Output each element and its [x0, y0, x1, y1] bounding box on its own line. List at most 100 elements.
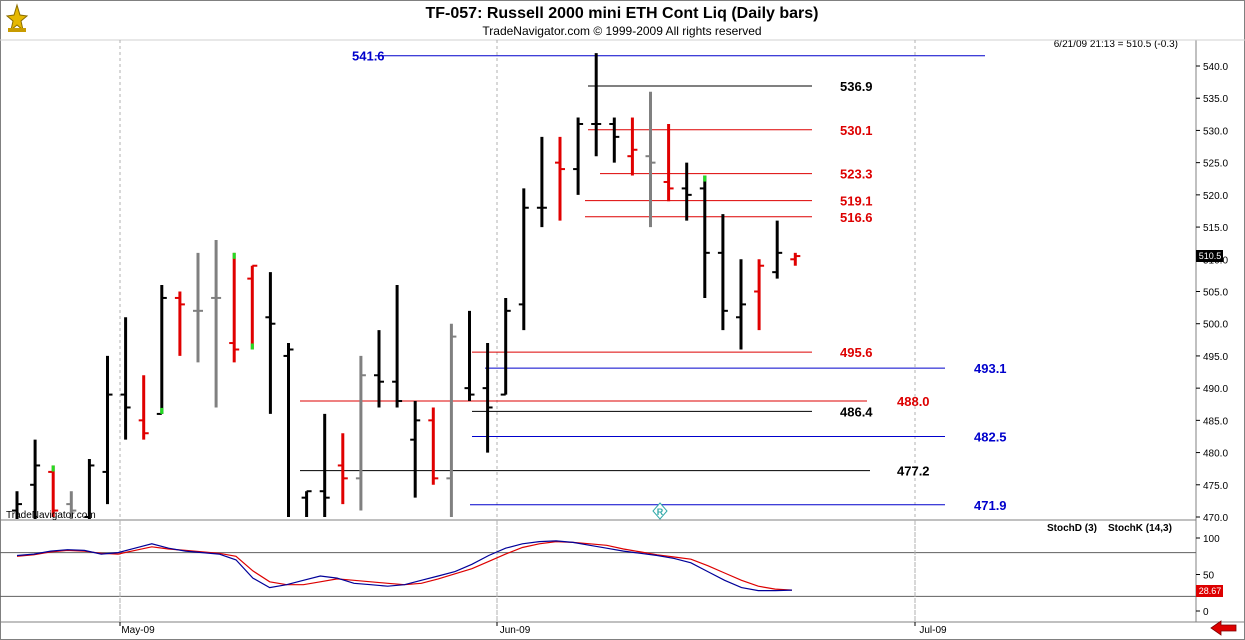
ohlc-bar [374, 330, 384, 408]
price-level-label: 541.6 [352, 49, 385, 64]
ohlc-bar [428, 407, 439, 485]
stochk-line [16, 540, 793, 592]
ohlc-bar [555, 136, 565, 221]
price-tick-label: 485.0 [1203, 416, 1228, 427]
ohlc-bar [319, 413, 330, 517]
ohlc-bar [265, 272, 276, 414]
price-grid [119, 40, 916, 622]
date-axis: May-09 Jun-09 Jul-09 [119, 622, 947, 636]
price-axis: 470.0 475.0 480.0 485.0 490.0 495.0 500.0 505.0… [1196, 62, 1228, 524]
reversal-marker-icon[interactable]: R [652, 502, 668, 520]
trade-navigator-logo [3, 3, 31, 33]
ohlc-bar [392, 285, 403, 408]
stoch-tick-label: 50 [1203, 571, 1215, 582]
ohlc-bar [138, 375, 149, 440]
ohlc-bar [699, 175, 710, 298]
price-tick-label: 535.0 [1203, 94, 1228, 105]
ohlc-bar [518, 188, 529, 331]
ohlc-bar [229, 252, 240, 363]
ohlc-bar [573, 117, 584, 195]
ohlc-bar [717, 214, 728, 331]
last-quote: 6/21/09 21:13 = 510.5 (-0.3) [1054, 39, 1178, 50]
stoch-tick-label: 100 [1203, 534, 1220, 545]
price-tick-label: 505.0 [1203, 288, 1228, 299]
ohlc-bar [283, 343, 294, 517]
price-tick-label: 520.0 [1203, 191, 1228, 202]
ohlc-bar [48, 465, 59, 517]
ohlc-bar [247, 264, 258, 350]
stochastic-panel: 0 50 100 [0, 522, 1220, 622]
date-tick-label: Jun-09 [500, 625, 531, 636]
price-level-label: 536.9 [840, 79, 873, 94]
price-tick-label: 480.0 [1203, 449, 1228, 460]
ohlc-bar [156, 285, 167, 415]
ohlc-bar [174, 291, 185, 356]
price-level-label: 516.6 [840, 210, 873, 225]
ohlc-bar [355, 355, 366, 511]
legend-stochk: StochK (14,3) [1108, 523, 1172, 534]
price-tick-label: 525.0 [1203, 159, 1228, 170]
price-level-label: 471.9 [974, 498, 1007, 513]
panel-borders [0, 39, 1245, 623]
ohlc-bar [193, 252, 203, 363]
ohlc-bar [500, 297, 511, 396]
ohlc-bar [301, 490, 312, 517]
price-tick-label: 500.0 [1203, 320, 1228, 331]
price-bars [12, 53, 801, 519]
stoch-tick-label: 0 [1203, 607, 1209, 618]
ohlc-bar [12, 491, 22, 519]
ohlc-bar [66, 491, 77, 519]
legend-stochd: StochD (3) [1047, 523, 1097, 534]
stoch-value-tag: 28.67 [1196, 585, 1223, 597]
price-level-label: 486.4 [840, 404, 873, 419]
ohlc-bar [609, 117, 620, 163]
ohlc-bar [536, 136, 547, 228]
price-level-label: 519.1 [840, 194, 873, 209]
price-tick-label: 470.0 [1203, 513, 1228, 524]
price-level-label: 493.1 [974, 361, 1007, 376]
watermark-text: TradeNavigator.com [6, 510, 96, 521]
ohlc-bar [591, 53, 602, 157]
price-tick-label: 515.0 [1203, 223, 1228, 234]
price-tick-label: 495.0 [1203, 352, 1228, 363]
price-tick-label: 530.0 [1203, 126, 1228, 137]
price-tick-label: 475.0 [1203, 481, 1228, 492]
svg-text:R: R [657, 507, 664, 517]
price-level-label: 488.0 [897, 394, 930, 409]
date-tick-label: May-09 [121, 625, 155, 636]
stoch-value-label: 28.67 [1199, 586, 1222, 596]
last-price-tag: 510.5 [1196, 250, 1223, 262]
last-price-label: 510.5 [1199, 251, 1222, 261]
date-tick-label: Jul-09 [919, 625, 947, 636]
ohlc-bar [337, 433, 348, 505]
price-level-label: 495.6 [840, 345, 873, 360]
ohlc-bar [645, 91, 656, 228]
ohlc-bar [736, 259, 746, 350]
chart-title: TF-057: Russell 2000 mini ETH Cont Liq (… [426, 5, 819, 22]
price-tick-label: 490.0 [1203, 384, 1228, 395]
ohlc-bar [627, 117, 638, 176]
ohlc-bar [681, 162, 692, 221]
ohlc-bar [102, 355, 113, 505]
ohlc-bar [211, 239, 222, 408]
price-level-label: 530.1 [840, 123, 873, 138]
price-level-label: 523.3 [840, 167, 873, 182]
ohlc-bar [446, 323, 457, 517]
ohlc-bar [410, 401, 421, 498]
ohlc-bar [84, 459, 95, 519]
price-tick-label: 540.0 [1203, 62, 1228, 73]
ohlc-bar [120, 317, 131, 440]
scroll-right-arrow-icon[interactable] [1210, 620, 1237, 636]
ohlc-bar [663, 123, 674, 202]
copyright-text: TradeNavigator.com © 1999-2009 All right… [482, 24, 761, 38]
ohlc-bar [772, 220, 783, 279]
ohlc-bar [30, 439, 41, 519]
ohlc-bar [790, 252, 801, 266]
price-level-label: 477.2 [897, 464, 930, 479]
ohlc-bar [754, 259, 765, 331]
price-level-label: 482.5 [974, 429, 1007, 444]
ohlc-bar [464, 310, 475, 402]
